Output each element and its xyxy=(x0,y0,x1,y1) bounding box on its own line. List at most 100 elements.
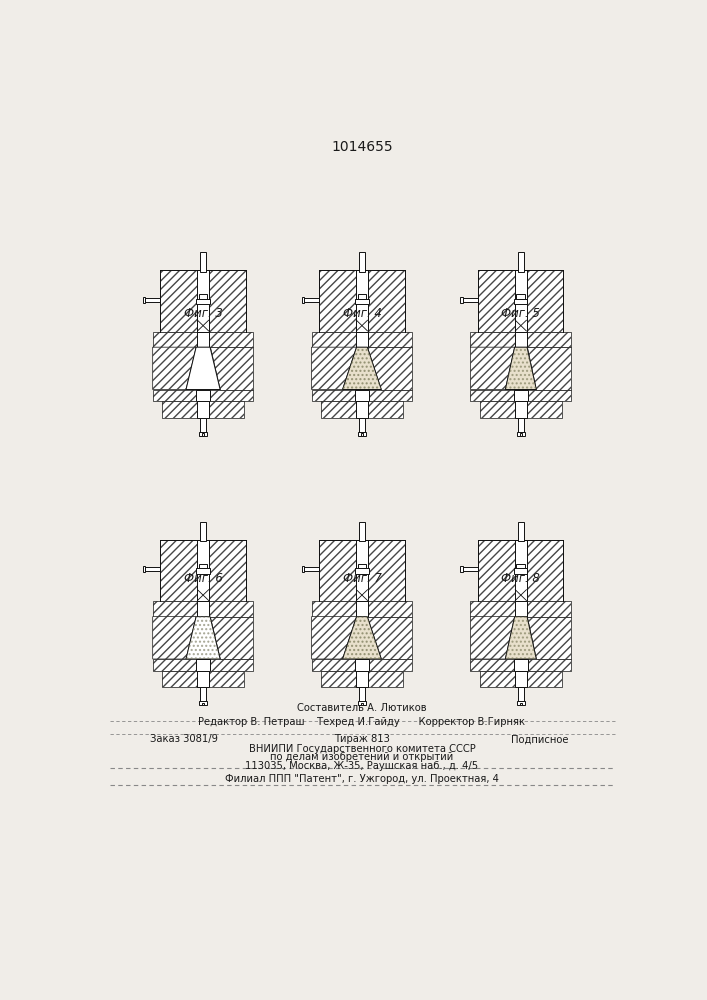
Bar xyxy=(460,297,462,303)
Text: Составитель А. Лютиков: Составитель А. Лютиков xyxy=(297,703,427,713)
Bar xyxy=(356,671,368,687)
Text: Тираж 813: Тираж 813 xyxy=(334,734,390,744)
Polygon shape xyxy=(478,270,515,332)
Polygon shape xyxy=(479,401,515,418)
Bar xyxy=(359,252,365,272)
Bar xyxy=(514,568,527,574)
Polygon shape xyxy=(527,389,571,401)
Bar xyxy=(143,297,145,303)
Bar xyxy=(517,701,525,705)
Polygon shape xyxy=(312,347,356,389)
Polygon shape xyxy=(312,617,356,659)
Polygon shape xyxy=(368,270,404,332)
Bar xyxy=(356,332,368,347)
Polygon shape xyxy=(153,617,196,659)
Polygon shape xyxy=(153,332,197,347)
Polygon shape xyxy=(343,617,381,659)
Text: 113035, Москва, Ж-35, Раушская наб., д. 4/5: 113035, Москва, Ж-35, Раушская наб., д. … xyxy=(245,761,479,771)
Bar xyxy=(197,332,209,347)
Polygon shape xyxy=(527,601,571,617)
Bar xyxy=(517,432,525,436)
Text: Филиал ППП "Патент", г. Ужгород, ул. Проектная, 4: Филиал ППП "Патент", г. Ужгород, ул. Про… xyxy=(225,774,499,784)
Bar xyxy=(359,687,365,701)
Polygon shape xyxy=(320,270,356,332)
Text: Фиг. 8: Фиг. 8 xyxy=(501,572,540,585)
Bar xyxy=(199,701,207,705)
Text: Заказ 3081/9: Заказ 3081/9 xyxy=(151,734,218,744)
Polygon shape xyxy=(343,347,381,389)
Bar xyxy=(361,433,363,436)
Polygon shape xyxy=(368,401,403,418)
Polygon shape xyxy=(479,671,515,687)
Polygon shape xyxy=(368,617,412,659)
Polygon shape xyxy=(153,601,197,617)
Bar xyxy=(197,299,210,304)
Bar xyxy=(514,659,527,671)
Polygon shape xyxy=(506,347,537,389)
Polygon shape xyxy=(186,617,220,659)
Polygon shape xyxy=(209,601,253,617)
Bar xyxy=(518,418,524,432)
Bar xyxy=(301,566,304,572)
Bar xyxy=(145,298,160,302)
Bar xyxy=(356,401,368,418)
Bar xyxy=(462,298,478,302)
Bar xyxy=(518,687,524,701)
Text: 1014655: 1014655 xyxy=(331,140,393,154)
Text: Фиг. 5: Фиг. 5 xyxy=(501,307,540,320)
Polygon shape xyxy=(527,659,571,671)
Polygon shape xyxy=(210,617,253,659)
Bar xyxy=(301,297,304,303)
Bar xyxy=(515,601,527,617)
Polygon shape xyxy=(320,540,356,601)
Bar xyxy=(145,567,160,571)
Polygon shape xyxy=(369,659,412,671)
Text: Фиг. 3: Фиг. 3 xyxy=(184,307,223,320)
Text: по делам изобретений и открытий: по делам изобретений и открытий xyxy=(270,752,454,762)
Polygon shape xyxy=(209,401,245,418)
Bar xyxy=(520,703,522,705)
Polygon shape xyxy=(527,540,563,601)
Bar xyxy=(199,432,207,436)
Bar xyxy=(518,522,524,541)
Bar xyxy=(520,433,522,436)
Bar xyxy=(462,567,478,571)
Bar xyxy=(358,701,366,705)
Polygon shape xyxy=(369,389,412,401)
Polygon shape xyxy=(153,389,197,401)
Bar xyxy=(197,401,209,418)
Polygon shape xyxy=(368,347,412,389)
Polygon shape xyxy=(160,270,197,332)
Polygon shape xyxy=(312,601,356,617)
Bar xyxy=(517,294,525,299)
Polygon shape xyxy=(470,332,515,347)
Polygon shape xyxy=(209,270,246,332)
Polygon shape xyxy=(162,671,197,687)
Bar xyxy=(199,564,207,568)
Polygon shape xyxy=(153,347,196,389)
Polygon shape xyxy=(368,332,412,347)
Bar xyxy=(359,522,365,541)
Bar xyxy=(356,270,368,332)
Bar xyxy=(304,298,320,302)
Bar xyxy=(358,564,366,568)
Polygon shape xyxy=(527,332,571,347)
Text: Фиг. 7: Фиг. 7 xyxy=(342,572,381,585)
Bar xyxy=(197,568,210,574)
Polygon shape xyxy=(478,540,515,601)
Bar xyxy=(356,601,368,617)
Bar xyxy=(202,433,204,436)
Polygon shape xyxy=(527,671,562,687)
Polygon shape xyxy=(527,401,562,418)
Polygon shape xyxy=(312,659,355,671)
Bar xyxy=(197,390,210,401)
Text: Фиг. 6: Фиг. 6 xyxy=(184,572,223,585)
Bar xyxy=(356,299,368,304)
Polygon shape xyxy=(470,347,515,389)
Text: Подписное: Подписное xyxy=(511,734,569,744)
Bar xyxy=(197,540,209,601)
Polygon shape xyxy=(210,347,253,389)
Polygon shape xyxy=(527,270,563,332)
Bar xyxy=(355,659,369,671)
Polygon shape xyxy=(210,389,253,401)
